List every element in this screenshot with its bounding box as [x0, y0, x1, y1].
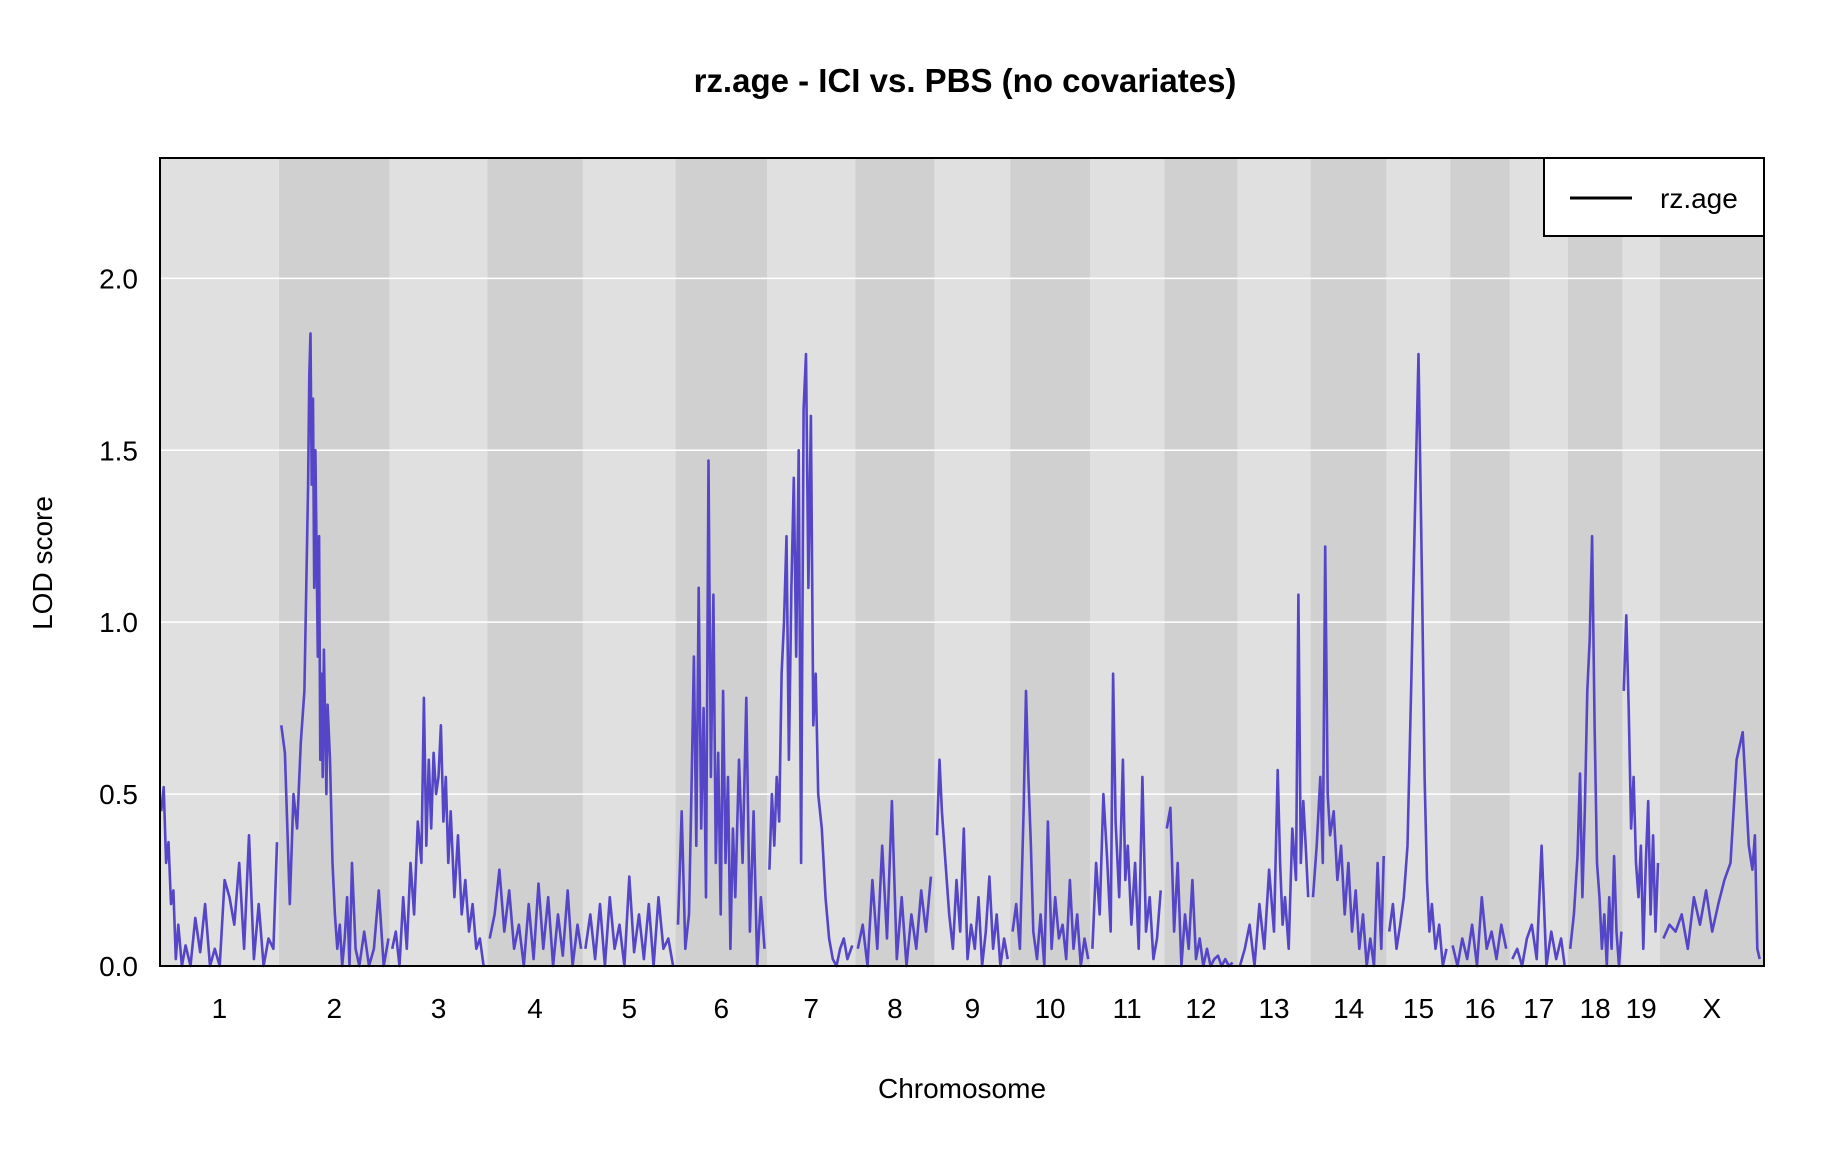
chr-band-9 [934, 158, 1011, 966]
x-tick-label-chr-7: 7 [803, 993, 819, 1024]
x-tick-label-chr-10: 10 [1034, 993, 1065, 1024]
x-tick-label-chr-13: 13 [1258, 993, 1289, 1024]
chr-band-12 [1164, 158, 1238, 966]
y-axis: 0.0 0.5 1.0 1.5 2.0 [99, 263, 138, 982]
chr-band-13 [1237, 158, 1311, 966]
x-tick-label-chr-8: 8 [887, 993, 903, 1024]
y-tick-label: 1.0 [99, 607, 138, 638]
x-tick-label-chr-14: 14 [1333, 993, 1364, 1024]
chr-band-X [1659, 158, 1764, 966]
chr-band-19 [1622, 158, 1660, 966]
lod-series [159, 332, 1761, 968]
x-tick-label-chr-15: 15 [1403, 993, 1434, 1024]
y-axis-label: LOD score [27, 496, 58, 630]
chart-title: rz.age - ICI vs. PBS (no covariates) [694, 62, 1237, 99]
chr-band-8 [855, 158, 935, 966]
x-tick-label-chr-4: 4 [527, 993, 543, 1024]
lod-line-chr-X [1662, 730, 1761, 960]
lod-line-chr-8 [856, 799, 933, 968]
lod-line-chr-16 [1451, 895, 1508, 968]
x-tick-label-chr-12: 12 [1185, 993, 1216, 1024]
lod-line-chr-14 [1311, 545, 1385, 968]
chr-band-16 [1450, 158, 1510, 966]
x-tick-label-chr-2: 2 [327, 993, 343, 1024]
y-tick-label: 2.0 [99, 263, 138, 294]
x-tick-label-chr-X: X [1703, 993, 1722, 1024]
x-tick-label-chr-19: 19 [1626, 993, 1657, 1024]
x-tick-label-chr-18: 18 [1580, 993, 1611, 1024]
plot-area [159, 157, 1765, 968]
lod-line-chr-6 [676, 459, 766, 968]
x-tick-label-chr-11: 11 [1113, 993, 1142, 1024]
lod-line-chr-5 [584, 875, 675, 968]
lod-line-chr-4 [488, 868, 583, 968]
legend-entry-rz-age: rz.age [1660, 183, 1738, 214]
plot-frame [159, 157, 1765, 967]
lod-line-chr-15 [1387, 352, 1448, 968]
x-tick-label-chr-1: 1 [212, 993, 228, 1024]
lod-line-chr-18 [1568, 534, 1623, 968]
lod-line-chr-2 [280, 332, 390, 968]
chr-band-17 [1509, 158, 1568, 966]
x-tick-label-chr-16: 16 [1464, 993, 1495, 1024]
lod-line-chr-7 [768, 352, 854, 968]
y-tick-label: 1.5 [99, 435, 138, 466]
x-tick-label-chr-6: 6 [713, 993, 729, 1024]
chr-band-4 [487, 158, 583, 966]
legend: rz.age [1543, 157, 1765, 237]
lod-line-chr-19 [1622, 613, 1660, 951]
lod-line-chr-9 [935, 758, 1009, 968]
lod-line-chr-3 [390, 696, 485, 968]
x-tick-label-chr-9: 9 [965, 993, 981, 1024]
x-tick-label-chr-17: 17 [1523, 993, 1554, 1024]
chr-band-15 [1386, 158, 1451, 966]
chr-band-18 [1567, 158, 1623, 966]
chr-band-1 [160, 158, 279, 966]
x-tick-label-chr-3: 3 [431, 993, 447, 1024]
lod-line-chr-13 [1238, 593, 1310, 968]
y-tick-label: 0.5 [99, 779, 138, 810]
x-axis: 1 2 3 4 5 6 7 8 9 10 11 12 13 14 15 16 17 18 19 X [212, 993, 1722, 1024]
chr-band-2 [278, 158, 390, 966]
y-tick-label: 0.0 [99, 951, 138, 982]
lod-line-chr-17 [1511, 844, 1566, 968]
lod-line-chr-11 [1091, 672, 1162, 961]
chr-band-5 [582, 158, 676, 966]
x-axis-label: Chromosome [878, 1073, 1046, 1104]
x-tick-label-chr-5: 5 [621, 993, 637, 1024]
chr-band-3 [389, 158, 488, 966]
lod-line-chr-10 [1011, 689, 1090, 968]
chromosome-bands [160, 158, 1764, 966]
